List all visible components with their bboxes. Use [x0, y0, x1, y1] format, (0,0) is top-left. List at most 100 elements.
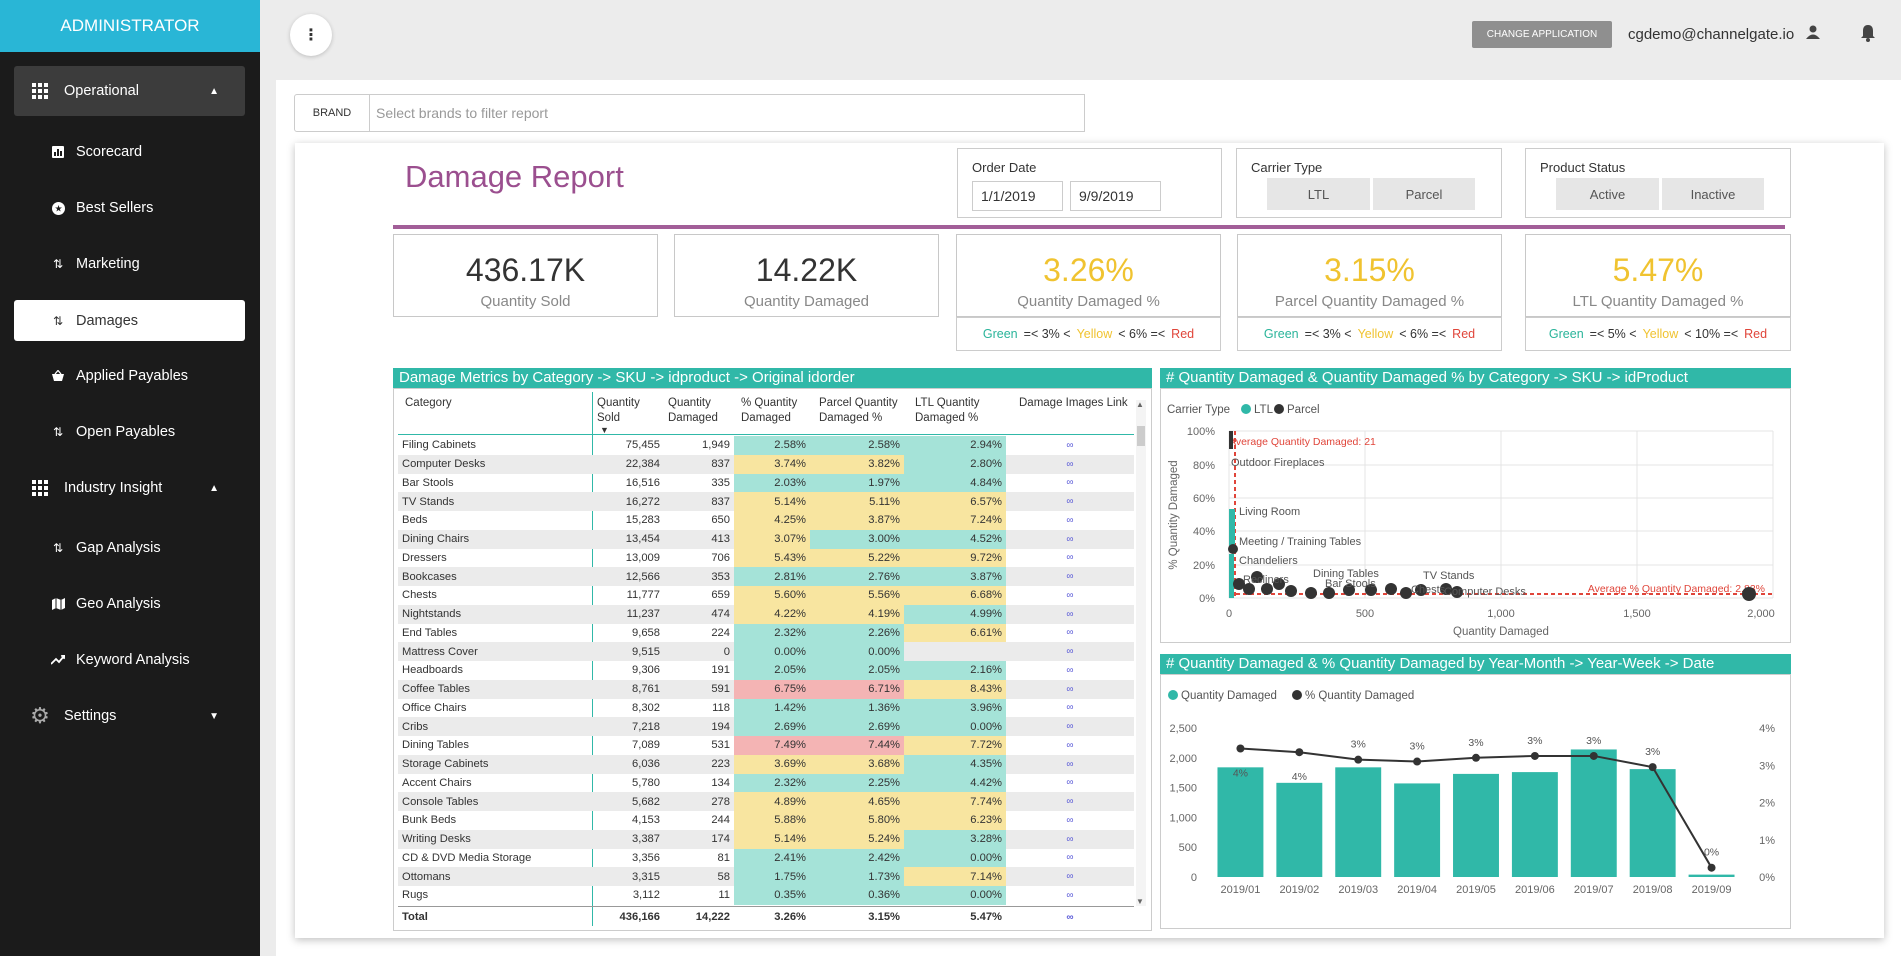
- date-to-input[interactable]: 9/9/2019: [1070, 181, 1161, 211]
- table-row[interactable]: Writing Desks 3,387 174 5.14% 5.24% 3.28% ∞: [398, 829, 1134, 849]
- link-icon[interactable]: ∞: [1006, 754, 1134, 774]
- link-icon[interactable]: ∞: [1006, 867, 1134, 886]
- link-icon[interactable]: ∞: [1066, 589, 1074, 601]
- line-point[interactable]: [1413, 757, 1422, 766]
- scatter-point[interactable]: [1385, 583, 1397, 595]
- table-row[interactable]: Storage Cabinets 6,036 223 3.69% 3.68% 4.35% ∞: [398, 754, 1134, 774]
- sidebar-item-open-payables[interactable]: ⇅ Open Payables: [14, 407, 245, 457]
- link-icon[interactable]: ∞: [1066, 911, 1074, 923]
- link-icon[interactable]: ∞: [1006, 604, 1134, 624]
- scatter-point[interactable]: [1742, 587, 1756, 601]
- column-header-pct-damaged[interactable]: % Quantity Damaged: [741, 397, 798, 424]
- link-icon[interactable]: ∞: [1006, 829, 1134, 849]
- scatter-point[interactable]: [1251, 571, 1263, 583]
- table-row[interactable]: Dressers 13,009 706 5.43% 5.22% 9.72% ∞: [398, 548, 1134, 568]
- scatter-point[interactable]: [1440, 583, 1452, 595]
- change-application-button[interactable]: CHANGE APPLICATION: [1472, 21, 1612, 48]
- link-icon[interactable]: ∞: [1006, 529, 1134, 549]
- scatter-point[interactable]: [1243, 583, 1255, 595]
- status-active-button[interactable]: Active: [1556, 178, 1659, 210]
- line-point[interactable]: [1472, 753, 1480, 762]
- table-row[interactable]: Ottomans 3,315 58 1.75% 1.73% 7.14% ∞: [398, 867, 1134, 886]
- scatter-point[interactable]: [1400, 587, 1412, 599]
- link-icon[interactable]: ∞: [1066, 552, 1074, 564]
- link-icon[interactable]: ∞: [1006, 642, 1134, 661]
- bar[interactable]: [1629, 769, 1676, 877]
- scatter-point[interactable]: [1261, 583, 1273, 595]
- line-point[interactable]: [1589, 751, 1598, 760]
- table-row[interactable]: TV Stands 16,272 837 5.14% 5.11% 6.57% ∞: [398, 492, 1134, 511]
- table-row[interactable]: Bunk Beds 4,153 244 5.88% 5.80% 6.23% ∞: [398, 811, 1134, 830]
- table-row[interactable]: Rugs 3,112 11 0.35% 0.36% 0.00% ∞: [398, 886, 1134, 905]
- link-icon[interactable]: ∞: [1066, 889, 1074, 901]
- table-row[interactable]: Console Tables 5,682 278 4.89% 4.65% 7.74% ∞: [398, 792, 1134, 811]
- scatter-point[interactable]: [1451, 586, 1463, 598]
- scatter-point[interactable]: [1415, 584, 1427, 596]
- scatter-point[interactable]: [1228, 544, 1238, 554]
- link-icon[interactable]: ∞: [1066, 852, 1074, 864]
- column-header-category[interactable]: Category: [405, 397, 452, 409]
- column-header-ltl-pct[interactable]: LTL Quantity Damaged %: [915, 397, 980, 424]
- link-icon[interactable]: ∞: [1066, 702, 1074, 714]
- line-point[interactable]: [1648, 763, 1657, 772]
- sidebar-item-damages[interactable]: ⇅ Damages: [14, 300, 245, 341]
- link-icon[interactable]: ∞: [1066, 664, 1074, 676]
- bar[interactable]: [1394, 783, 1441, 877]
- line-point[interactable]: [1354, 755, 1363, 764]
- link-icon[interactable]: ∞: [1006, 492, 1134, 511]
- brand-filter-button[interactable]: BRAND: [294, 94, 370, 132]
- sidebar-item-geo-analysis[interactable]: Geo Analysis: [14, 579, 245, 629]
- table-row[interactable]: Cribs 7,218 194 2.69% 2.69% 0.00% ∞: [398, 717, 1134, 736]
- sidebar-item-operational[interactable]: Operational ▲: [14, 66, 245, 116]
- column-header-parcel-pct[interactable]: Parcel Quantity Damaged %: [819, 397, 898, 424]
- column-header-quantity-sold[interactable]: Quantity Sold: [597, 397, 640, 424]
- scatter-point[interactable]: [1343, 584, 1355, 596]
- table-row[interactable]: Mattress Cover 9,515 0 0.00% 0.00% ∞: [398, 642, 1134, 661]
- link-icon[interactable]: ∞: [1066, 477, 1074, 489]
- scatter-point[interactable]: [1285, 585, 1297, 597]
- link-icon[interactable]: ∞: [1066, 627, 1074, 639]
- link-icon[interactable]: ∞: [1006, 717, 1134, 736]
- bar[interactable]: [1688, 874, 1735, 877]
- link-icon[interactable]: ∞: [1066, 739, 1074, 751]
- bar[interactable]: [1217, 767, 1264, 877]
- bar[interactable]: [1276, 782, 1323, 877]
- date-from-input[interactable]: 1/1/2019: [972, 181, 1063, 211]
- scrollbar-thumb[interactable]: [1137, 426, 1145, 446]
- link-icon[interactable]: ∞: [1066, 814, 1074, 826]
- table-row[interactable]: Coffee Tables 8,761 591 6.75% 6.71% 8.43% ∞: [398, 679, 1134, 699]
- sidebar-item-gap-analysis[interactable]: ⇅ Gap Analysis: [14, 523, 245, 573]
- more-options-button[interactable]: ⋮: [290, 14, 332, 56]
- scatter-point[interactable]: [1229, 509, 1235, 549]
- table-row[interactable]: Dining Chairs 13,454 413 3.07% 3.00% 4.52% ∞: [398, 529, 1134, 549]
- table-row[interactable]: CD & DVD Media Storage 3,356 81 2.41% 2.42% 0…: [398, 848, 1134, 868]
- table-row[interactable]: Headboards 9,306 191 2.05% 2.05% 2.16% ∞: [398, 661, 1134, 680]
- bar[interactable]: [1453, 773, 1499, 877]
- table-row[interactable]: Office Chairs 8,302 118 1.42% 1.36% 3.96% ∞: [398, 698, 1134, 718]
- scatter-point[interactable]: [1273, 578, 1285, 590]
- bell-icon[interactable]: [1860, 24, 1876, 45]
- link-icon[interactable]: ∞: [1006, 792, 1134, 811]
- line-point[interactable]: [1707, 863, 1716, 872]
- line-point[interactable]: [1530, 751, 1539, 760]
- table-row[interactable]: Computer Desks 22,384 837 3.74% 3.82% 2.80% ∞: [398, 454, 1134, 474]
- table-scrollbar[interactable]: ▲ ▼: [1136, 400, 1146, 906]
- link-icon[interactable]: ∞: [1006, 567, 1134, 586]
- sidebar-item-scorecard[interactable]: Scorecard: [14, 127, 245, 177]
- sidebar-item-applied-payables[interactable]: Applied Payables: [14, 351, 245, 401]
- table-row[interactable]: Bar Stools 16,516 335 2.03% 1.97% 4.84% ∞: [398, 473, 1134, 493]
- scatter-point[interactable]: [1323, 587, 1335, 599]
- sidebar-item-keyword-analysis[interactable]: Keyword Analysis: [14, 635, 245, 685]
- sidebar-item-marketing[interactable]: ⇅ Marketing: [14, 239, 245, 289]
- line-point[interactable]: [1236, 744, 1245, 753]
- table-row[interactable]: Nightstands 11,237 474 4.22% 4.19% 4.99% ∞: [398, 604, 1134, 624]
- column-header-images-link[interactable]: Damage Images Link: [1019, 397, 1128, 409]
- scatter-point[interactable]: [1229, 431, 1233, 449]
- table-row[interactable]: End Tables 9,658 224 2.32% 2.26% 6.61% ∞: [398, 623, 1134, 643]
- sidebar-item-settings[interactable]: ⚙ Settings ▼: [14, 691, 245, 741]
- table-row[interactable]: Chests 11,777 659 5.60% 5.56% 6.68% ∞: [398, 586, 1134, 605]
- table-row[interactable]: Accent Chairs 5,780 134 2.32% 2.25% 4.42% ∞: [398, 773, 1134, 793]
- brand-filter-input[interactable]: Select brands to filter report: [370, 94, 1085, 132]
- link-icon[interactable]: ∞: [1006, 454, 1134, 474]
- table-row[interactable]: Bookcases 12,566 353 2.81% 2.76% 3.87% ∞: [398, 567, 1134, 586]
